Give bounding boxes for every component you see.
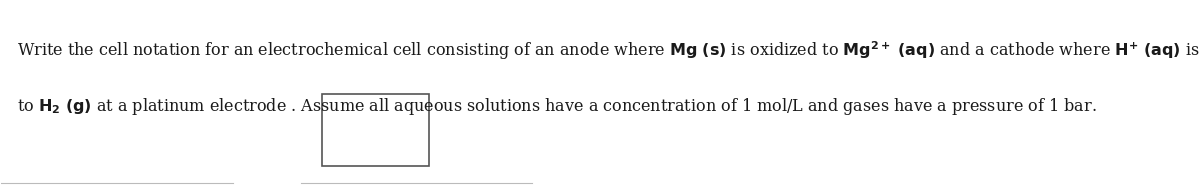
FancyBboxPatch shape [323, 94, 430, 166]
Text: to $\mathbf{H_2}$ $\mathbf{(g)}$ at a platinum electrode . Assume all aqueous so: to $\mathbf{H_2}$ $\mathbf{(g)}$ at a pl… [17, 96, 1097, 117]
Text: Write the cell notation for an electrochemical cell consisting of an anode where: Write the cell notation for an electroch… [17, 39, 1200, 62]
